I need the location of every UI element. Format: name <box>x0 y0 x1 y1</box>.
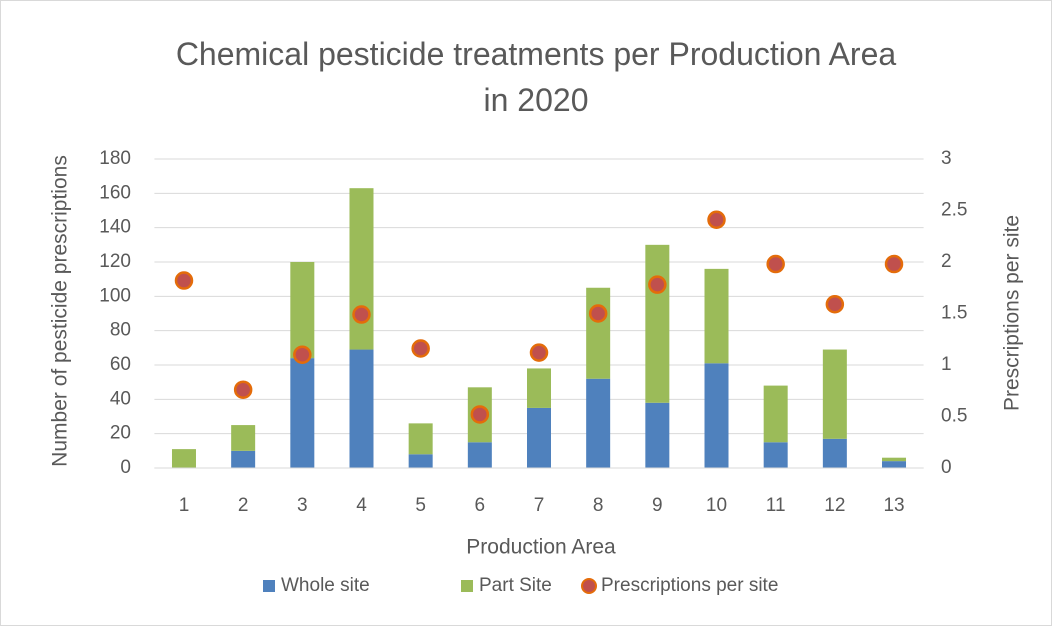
legend-label: Prescriptions per site <box>601 575 778 596</box>
marker <box>884 254 904 274</box>
bar <box>704 268 729 364</box>
bar <box>231 425 256 451</box>
marker <box>707 210 726 230</box>
y-tick-label: 100 <box>99 285 131 306</box>
y-tick-label: 140 <box>99 217 131 238</box>
x-tick-label: 7 <box>534 495 545 516</box>
x-tick-label: 3 <box>297 495 308 516</box>
legend-marker <box>461 580 473 592</box>
marker <box>529 343 549 362</box>
bar <box>763 385 788 443</box>
bar <box>171 449 196 468</box>
bar <box>290 358 315 468</box>
marker <box>766 254 785 274</box>
y-tick-label: 80 <box>110 320 131 341</box>
bar <box>231 450 256 468</box>
y2-tick-label: 0.5 <box>941 406 967 427</box>
y2-tick-label: 1.5 <box>941 303 967 324</box>
y-tick-label: 60 <box>110 354 131 375</box>
bar <box>822 349 847 439</box>
y2-tick-label: 1 <box>941 354 952 375</box>
legend-marker <box>581 578 597 594</box>
marker <box>293 345 312 364</box>
bar <box>349 188 374 350</box>
y2-tick-label: 2 <box>941 251 952 272</box>
marker <box>588 304 608 323</box>
y-tick-label: 0 <box>120 457 131 478</box>
marker <box>648 275 667 294</box>
bar <box>527 368 551 408</box>
legend-marker <box>263 580 275 592</box>
legend-label: Whole site <box>281 575 370 596</box>
bar <box>645 402 670 468</box>
y-tick-label: 160 <box>99 182 131 203</box>
x-tick-label: 8 <box>593 495 604 516</box>
x-tick-label: 12 <box>824 495 845 516</box>
y2-tick-label: 2.5 <box>941 200 967 221</box>
y-tick-label: 20 <box>110 423 131 444</box>
marker <box>233 380 253 399</box>
bar <box>586 378 611 468</box>
marker <box>174 271 194 290</box>
bar <box>408 454 433 468</box>
x-axis-title: Production Area <box>466 536 616 559</box>
bar <box>586 287 611 379</box>
x-tick-label: 9 <box>652 495 663 516</box>
bar <box>349 349 374 468</box>
y-tick-label: 180 <box>99 148 131 169</box>
bar <box>882 457 907 462</box>
x-tick-label: 11 <box>766 495 786 516</box>
bar <box>882 461 907 468</box>
y2-axis-title: Prescriptions per site <box>1001 215 1024 411</box>
y2-tick-label: 3 <box>941 148 952 169</box>
y-tick-label: 120 <box>99 251 131 272</box>
x-tick-label: 2 <box>238 495 249 516</box>
marker <box>352 305 371 324</box>
x-tick-label: 1 <box>179 495 190 516</box>
y2-tick-label: 0 <box>941 457 952 478</box>
bar <box>704 363 729 468</box>
bar <box>527 407 551 468</box>
y-axis-title: Number of pesticide prescriptions <box>49 155 72 467</box>
marker <box>411 339 430 358</box>
marker <box>470 405 490 424</box>
bar <box>645 244 670 403</box>
x-tick-label: 4 <box>356 495 367 516</box>
bar <box>290 262 315 359</box>
bar <box>822 438 847 468</box>
y-tick-label: 40 <box>110 388 131 409</box>
x-tick-label: 6 <box>475 495 486 516</box>
legend-label: Part Site <box>479 575 552 596</box>
bar <box>408 423 433 455</box>
x-tick-label: 5 <box>415 495 426 516</box>
bar <box>763 442 788 468</box>
marker <box>825 294 845 314</box>
chart-title: Chemical pesticide treatments per Produc… <box>175 36 897 118</box>
x-tick-label: 13 <box>883 495 904 516</box>
x-tick-label: 10 <box>706 495 727 516</box>
bar <box>467 442 492 468</box>
